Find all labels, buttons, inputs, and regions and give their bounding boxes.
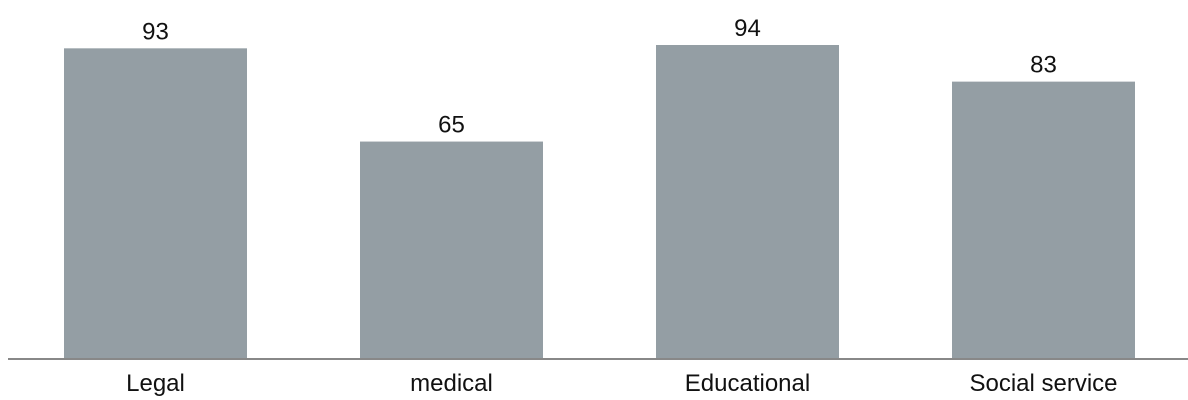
value-label-legal: 93 xyxy=(142,18,169,45)
category-label-educational: Educational xyxy=(685,370,810,397)
value-label-educational: 94 xyxy=(734,15,761,42)
bar-educational xyxy=(656,45,839,358)
bar-medical xyxy=(360,141,543,358)
value-labels-group: 93 65 94 83 xyxy=(142,15,1057,139)
bars-group xyxy=(64,45,1135,359)
category-label-medical: medical xyxy=(410,370,493,397)
bar-legal xyxy=(64,48,247,359)
category-label-legal: Legal xyxy=(126,370,185,397)
category-label-social-service: Social service xyxy=(969,370,1117,397)
bar-social-service xyxy=(952,81,1135,359)
value-label-social-service: 83 xyxy=(1030,52,1057,79)
value-label-medical: 65 xyxy=(438,112,465,139)
category-labels-group: Legal medical Educational Social service xyxy=(126,370,1117,397)
